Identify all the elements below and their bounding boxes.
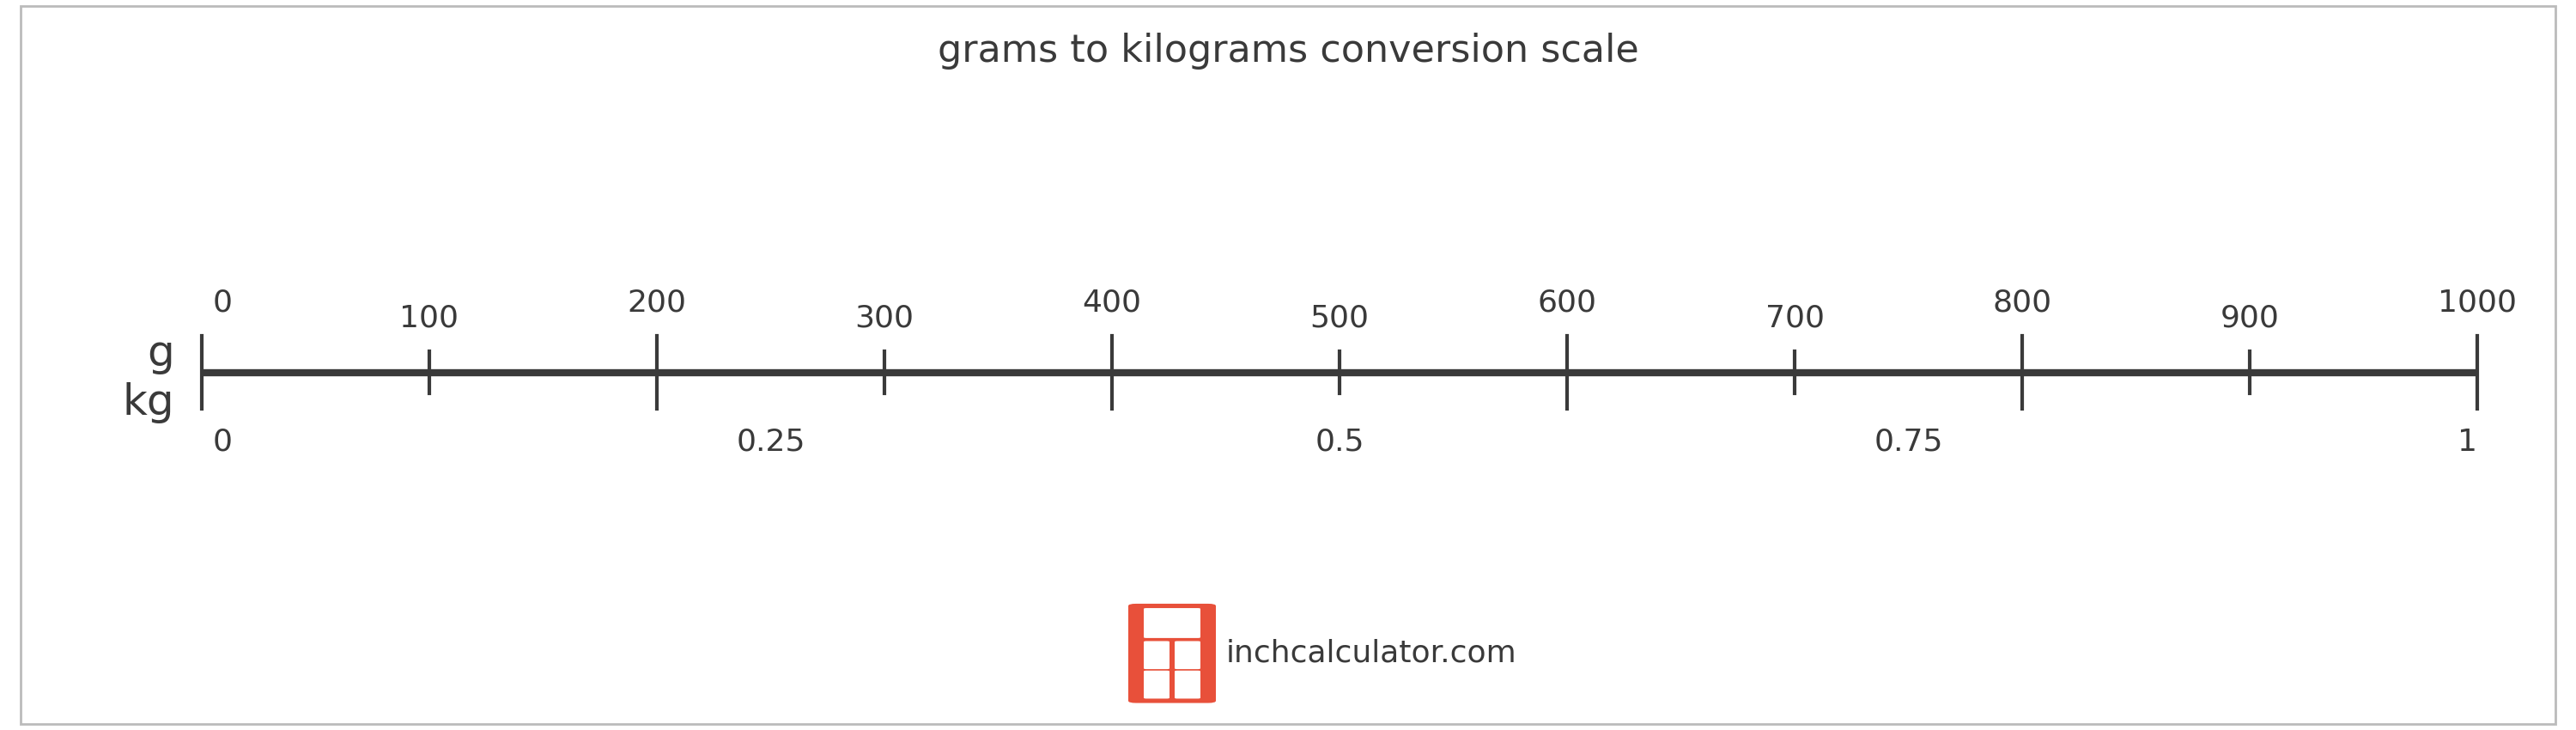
- Text: grams to kilograms conversion scale: grams to kilograms conversion scale: [938, 33, 1638, 69]
- Text: g: g: [147, 334, 175, 374]
- Text: 1: 1: [2458, 428, 2478, 457]
- Text: 500: 500: [1311, 303, 1370, 332]
- Text: 800: 800: [1994, 288, 2053, 317]
- Text: 0: 0: [214, 288, 232, 317]
- Text: 0.75: 0.75: [1873, 428, 1942, 457]
- Text: 0.25: 0.25: [737, 428, 806, 457]
- Text: kg: kg: [121, 383, 175, 423]
- Text: 200: 200: [626, 288, 685, 317]
- Text: inchcalculator.com: inchcalculator.com: [1226, 639, 1517, 668]
- Text: 0.5: 0.5: [1314, 428, 1365, 457]
- Text: 900: 900: [2221, 303, 2280, 332]
- Text: 700: 700: [1765, 303, 1824, 332]
- Text: 300: 300: [855, 303, 914, 332]
- Text: 1000: 1000: [2437, 288, 2517, 317]
- Text: 400: 400: [1082, 288, 1141, 317]
- Text: 100: 100: [399, 303, 459, 332]
- Text: 0: 0: [214, 428, 232, 457]
- Text: 600: 600: [1538, 288, 1597, 317]
